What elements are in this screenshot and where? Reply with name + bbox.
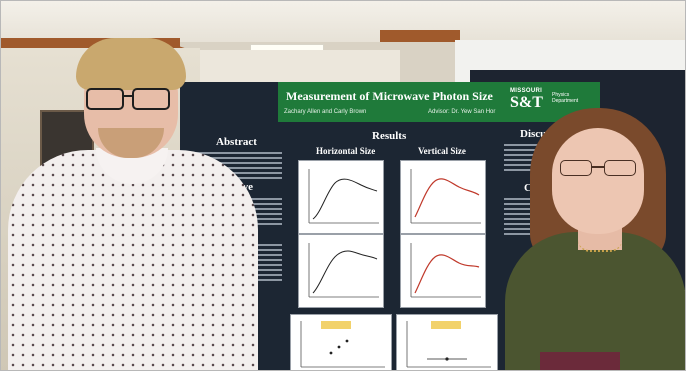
woman-glasses-icon — [560, 160, 640, 176]
plot-horizontal-1 — [298, 160, 384, 234]
poster-title: Measurement of Microwave Photon Size — [286, 89, 493, 103]
woman-waist — [540, 352, 620, 371]
logo-st-text: S&T — [510, 94, 543, 111]
wood-beam-right — [380, 30, 460, 42]
logo-department-text: Physics Department — [552, 92, 579, 104]
man-shirt — [8, 150, 258, 371]
woman-face — [552, 128, 644, 234]
logo-missouri-text: MISSOURI — [510, 88, 543, 94]
wood-beam — [0, 38, 180, 48]
section-abstract-heading: Abstract — [216, 136, 257, 148]
poster-authors: Zachary Allen and Carly Brown — [284, 109, 367, 115]
plot-horizontal-2 — [298, 234, 384, 308]
vertical-size-heading: Vertical Size — [418, 146, 466, 156]
poster-advisor: Advisor: Dr. Yew San Hor — [428, 109, 496, 115]
woman-shirt — [505, 232, 686, 371]
plot-bottom-right — [396, 314, 498, 371]
necklace — [578, 240, 622, 252]
university-logo: MISSOURI S&T Physics Department — [510, 86, 596, 118]
poster-header: Measurement of Microwave Photon Size Zac… — [278, 82, 600, 122]
glasses-icon — [86, 88, 172, 110]
plot-bottom-left — [290, 314, 392, 371]
horizontal-size-heading: Horizontal Size — [316, 146, 376, 156]
section-results-heading: Results — [372, 130, 407, 142]
plot-vertical-1 — [400, 160, 486, 234]
ceiling — [0, 0, 686, 42]
plot-vertical-2 — [400, 234, 486, 308]
man-hair — [76, 38, 186, 90]
